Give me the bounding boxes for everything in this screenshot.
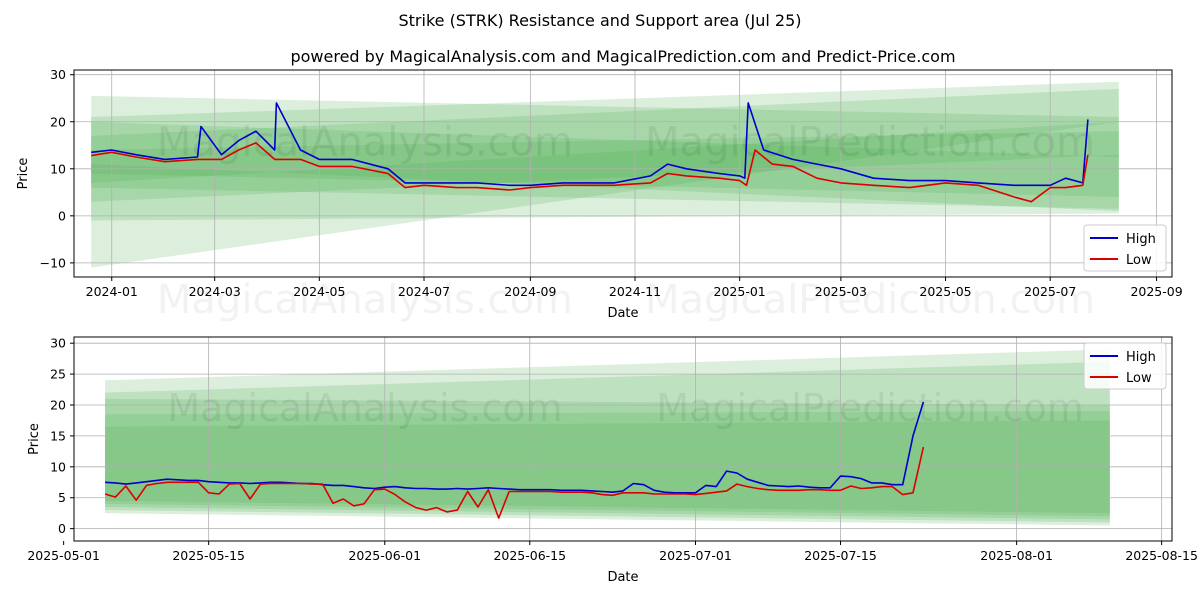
y-axis-label: Price bbox=[16, 158, 31, 190]
series-line-high bbox=[91, 102, 1089, 187]
plot-frame bbox=[73, 69, 1173, 278]
bottom-chart: MagicalAnalysis.com MagicalPrediction.com… bbox=[27, 336, 1198, 585]
legend: High Low bbox=[1083, 224, 1167, 272]
x-tick-label: 2025-07-15 bbox=[804, 548, 877, 563]
x-tick-label: 2024-01 bbox=[86, 284, 138, 299]
y-tick-label: 30 bbox=[50, 67, 66, 82]
watermark-text: MagicalAnalysis.com bbox=[167, 386, 562, 430]
y-tick-label: −10 bbox=[40, 255, 66, 270]
x-tick-label: 2024-07 bbox=[398, 284, 450, 299]
y-tick-label: 0 bbox=[58, 521, 66, 536]
x-tick-label: 2025-08-01 bbox=[980, 548, 1053, 563]
x-tick-label: 2025-06-15 bbox=[493, 548, 566, 563]
resistance-support-band bbox=[91, 121, 1119, 212]
legend: High Low bbox=[1083, 342, 1167, 390]
watermark-text: MagicalPrediction.com bbox=[656, 386, 1084, 430]
legend-label-high: High bbox=[1126, 232, 1156, 247]
x-tick-label: 2025-05 bbox=[919, 284, 971, 299]
resistance-support-band bbox=[91, 81, 1119, 221]
resistance-support-band bbox=[91, 121, 1119, 202]
watermark-text: MagicalPrediction.com bbox=[645, 120, 1095, 166]
x-tick-label: 2025-05-01 bbox=[27, 548, 100, 563]
resistance-support-band bbox=[91, 95, 1119, 268]
y-tick-label: 0 bbox=[58, 208, 66, 223]
x-axis-label: Date bbox=[607, 570, 638, 585]
plot-area: MagicalAnalysis.com MagicalPrediction.com bbox=[74, 337, 1172, 541]
resistance-support-band bbox=[91, 131, 1119, 198]
x-tick-label: 2024-11 bbox=[609, 284, 661, 299]
series-line-low bbox=[91, 142, 1089, 203]
resistance-support-band bbox=[105, 349, 1110, 526]
watermark-text: MagicalAnalysis.com bbox=[157, 120, 573, 166]
series-line-low bbox=[104, 446, 925, 519]
resistance-support-band bbox=[105, 411, 1110, 517]
y-tick-label: 5 bbox=[58, 490, 66, 505]
resistance-support-band bbox=[91, 88, 1119, 209]
series-line-high bbox=[105, 401, 925, 494]
y-tick-label: 10 bbox=[50, 161, 66, 176]
legend-label-low: Low bbox=[1126, 253, 1152, 268]
y-tick-label: 20 bbox=[50, 114, 66, 129]
x-tick-label: 2024-03 bbox=[189, 284, 241, 299]
legend-label-low: Low bbox=[1126, 371, 1152, 386]
plot-area: MagicalAnalysis.com MagicalPrediction.com bbox=[74, 70, 1172, 277]
x-tick-label: 2024-05 bbox=[293, 284, 345, 299]
x-tick-label: 2025-07 bbox=[1024, 284, 1076, 299]
watermark-text: MagicalAnalysis.com bbox=[157, 277, 573, 323]
x-tick-label: 2025-05-15 bbox=[172, 548, 245, 563]
y-tick-label: 15 bbox=[50, 428, 66, 443]
chart-title: Strike (STRK) Resistance and Support are… bbox=[398, 11, 801, 30]
y-axis-label: Price bbox=[27, 423, 42, 455]
plot-frame bbox=[73, 336, 1173, 542]
x-tick-label: 2025-09 bbox=[1130, 284, 1182, 299]
y-tick-label: 25 bbox=[50, 367, 66, 382]
legend-label-high: High bbox=[1126, 350, 1156, 365]
y-tick-label: 10 bbox=[50, 459, 66, 474]
resistance-support-band bbox=[105, 398, 1110, 520]
y-tick-label: 20 bbox=[50, 398, 66, 413]
x-tick-label: 2024-09 bbox=[504, 284, 556, 299]
x-tick-label: 2025-03 bbox=[815, 284, 867, 299]
chart-subtitle: powered by MagicalAnalysis.com and Magic… bbox=[290, 47, 955, 66]
resistance-support-band bbox=[105, 361, 1110, 523]
x-tick-label: 2025-08-15 bbox=[1125, 548, 1198, 563]
x-axis-label: Date bbox=[607, 306, 638, 321]
top-chart: MagicalAnalysis.com MagicalPrediction.com… bbox=[16, 67, 1183, 323]
watermark-text: MagicalPrediction.com bbox=[645, 277, 1095, 323]
x-tick-label: 2025-07-01 bbox=[659, 548, 732, 563]
x-tick-label: 2025-06-01 bbox=[348, 548, 421, 563]
y-tick-label: 30 bbox=[50, 336, 66, 351]
x-tick-label: 2025-01 bbox=[714, 284, 766, 299]
